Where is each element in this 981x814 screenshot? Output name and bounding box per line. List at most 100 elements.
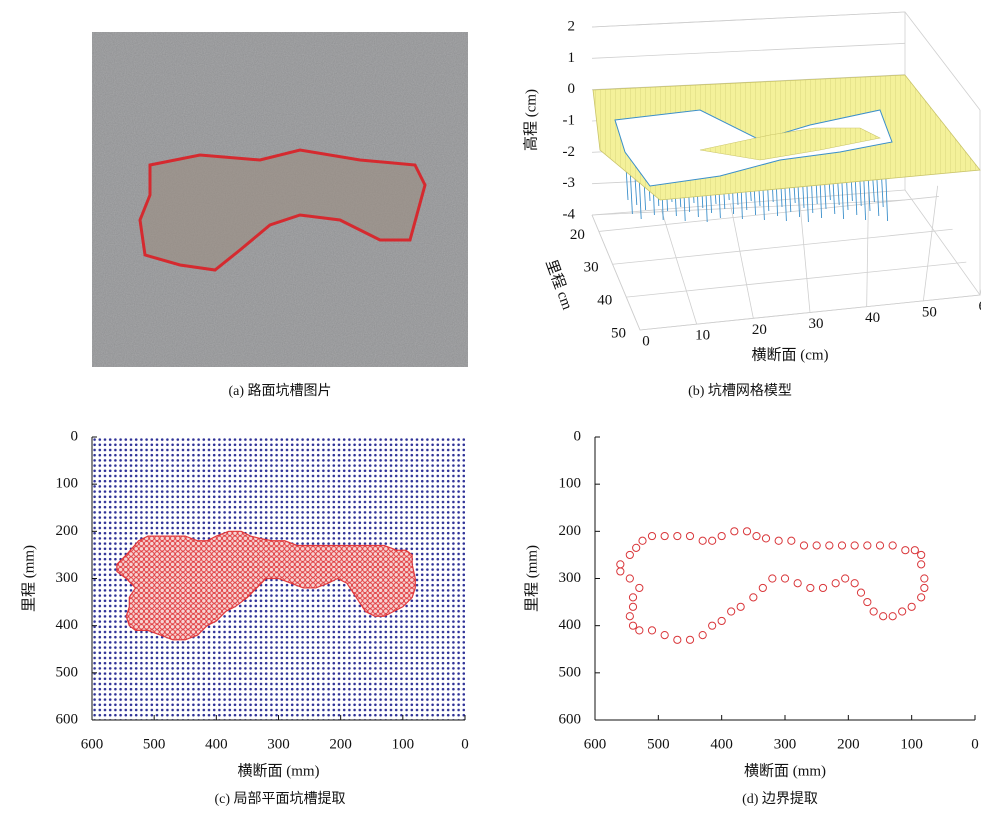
boundary-point bbox=[917, 560, 926, 569]
y-tick-label: 30 bbox=[584, 260, 599, 276]
x-tick-label: 60 bbox=[979, 298, 981, 314]
x-tick-label: 0 bbox=[461, 736, 469, 752]
boundary-point bbox=[625, 574, 634, 583]
x-tick-label: 50 bbox=[922, 304, 937, 320]
boundary-point bbox=[698, 631, 707, 640]
boundary-point bbox=[761, 534, 771, 543]
x-tick-label: 500 bbox=[647, 736, 670, 752]
boundary-point bbox=[831, 579, 840, 588]
boundary-point bbox=[616, 567, 625, 576]
boundary-point bbox=[774, 536, 783, 545]
y-tick-label: 500 bbox=[559, 664, 582, 680]
y-tick-label: 0 bbox=[71, 428, 79, 444]
boundary-point bbox=[875, 541, 885, 550]
boundary-point bbox=[628, 593, 638, 602]
boundary-point bbox=[825, 541, 834, 550]
y-tick-label: 600 bbox=[559, 711, 582, 727]
y-tick-label: 500 bbox=[56, 664, 79, 680]
y-axis-label: 里程 (mm) bbox=[523, 545, 540, 612]
boundary-point bbox=[837, 541, 847, 550]
boundary-point bbox=[910, 546, 919, 555]
boundary-point bbox=[625, 550, 634, 560]
z-tick-label: 1 bbox=[568, 50, 576, 66]
boundary-point bbox=[685, 531, 695, 541]
y-tick-label: 100 bbox=[559, 476, 582, 492]
grid-line bbox=[591, 42, 906, 59]
x-tick-label: 0 bbox=[971, 736, 979, 752]
z-tick-label: -2 bbox=[563, 144, 576, 160]
z-tick-label: -3 bbox=[563, 175, 576, 191]
boundary-point bbox=[736, 602, 745, 611]
x-tick-label: 0 bbox=[642, 333, 650, 349]
x-axis-label: 横断面 (mm) bbox=[237, 762, 319, 779]
boundary-point bbox=[799, 541, 809, 550]
boundary-point bbox=[730, 527, 739, 536]
x-axis-label: 横断面 (mm) bbox=[744, 762, 826, 779]
x-tick-label: 10 bbox=[695, 328, 710, 344]
y-tick-label: 40 bbox=[597, 293, 612, 309]
boundary-point bbox=[685, 635, 695, 644]
grid-line bbox=[660, 209, 698, 325]
boundary-point bbox=[632, 543, 641, 552]
boundary-point bbox=[898, 607, 907, 616]
boundary-point bbox=[856, 588, 866, 597]
y-axis-label: 里程 (mm) bbox=[20, 545, 37, 612]
boundary-point bbox=[638, 536, 647, 545]
grid-line bbox=[626, 261, 967, 298]
y-tick-label: 400 bbox=[559, 617, 582, 633]
boundary-point bbox=[793, 579, 802, 588]
x-tick-label: 500 bbox=[143, 736, 166, 752]
boundary-point bbox=[888, 612, 897, 621]
boundary-point bbox=[673, 635, 682, 644]
boundary-point bbox=[742, 527, 752, 536]
z-tick-label: -1 bbox=[563, 112, 576, 128]
y-tick-label: 200 bbox=[559, 523, 582, 539]
x-tick-label: 600 bbox=[584, 736, 607, 752]
boundary-point bbox=[917, 550, 926, 560]
y-tick-label: 300 bbox=[559, 570, 582, 586]
x-tick-label: 600 bbox=[81, 736, 104, 752]
boundary-point bbox=[879, 612, 888, 621]
box-edge bbox=[904, 11, 981, 111]
boundary-point bbox=[628, 621, 638, 630]
boundary-point bbox=[907, 602, 916, 611]
z-tick-label: 2 bbox=[568, 18, 576, 34]
grid-line bbox=[866, 191, 869, 307]
y-tick-label: 400 bbox=[56, 617, 79, 633]
boundary-point bbox=[850, 541, 859, 550]
y-axis-label: 里程 cm bbox=[542, 257, 576, 312]
boundary-point bbox=[869, 607, 878, 616]
x-tick-label: 200 bbox=[329, 736, 352, 752]
boundary-point bbox=[806, 583, 815, 593]
boundary-point bbox=[628, 602, 638, 611]
grid-line bbox=[799, 197, 811, 313]
boundary-point bbox=[660, 631, 669, 640]
x-tick-label: 20 bbox=[752, 322, 767, 338]
grid-line bbox=[591, 214, 641, 331]
y-tick-label: 0 bbox=[574, 428, 582, 444]
y-tick-label: 20 bbox=[570, 227, 585, 243]
x-tick-label: 30 bbox=[809, 316, 824, 332]
boundary-point bbox=[780, 574, 790, 583]
boundary-point bbox=[812, 541, 821, 550]
boundary-point bbox=[787, 536, 796, 545]
boundary-point bbox=[888, 541, 897, 550]
caption: (c) 局部平面坑槽提取 bbox=[214, 791, 345, 807]
boundary-point bbox=[863, 541, 872, 550]
z-tick-label: -4 bbox=[563, 206, 576, 222]
grid-line bbox=[591, 199, 906, 216]
grid-line bbox=[612, 228, 953, 265]
boundary-point bbox=[768, 574, 777, 583]
boundary-point bbox=[635, 583, 644, 593]
y-tick-label: 100 bbox=[56, 476, 79, 492]
boundary-point bbox=[717, 531, 726, 541]
boundary-point bbox=[673, 531, 682, 541]
boundary-point bbox=[752, 531, 761, 541]
caption: (a) 路面坑槽图片 bbox=[228, 383, 331, 399]
boundary-point bbox=[717, 616, 726, 626]
boundary-point bbox=[863, 597, 872, 607]
boundary-point bbox=[850, 579, 859, 588]
boundary-point bbox=[758, 583, 767, 593]
y-tick-label: 600 bbox=[56, 711, 79, 727]
